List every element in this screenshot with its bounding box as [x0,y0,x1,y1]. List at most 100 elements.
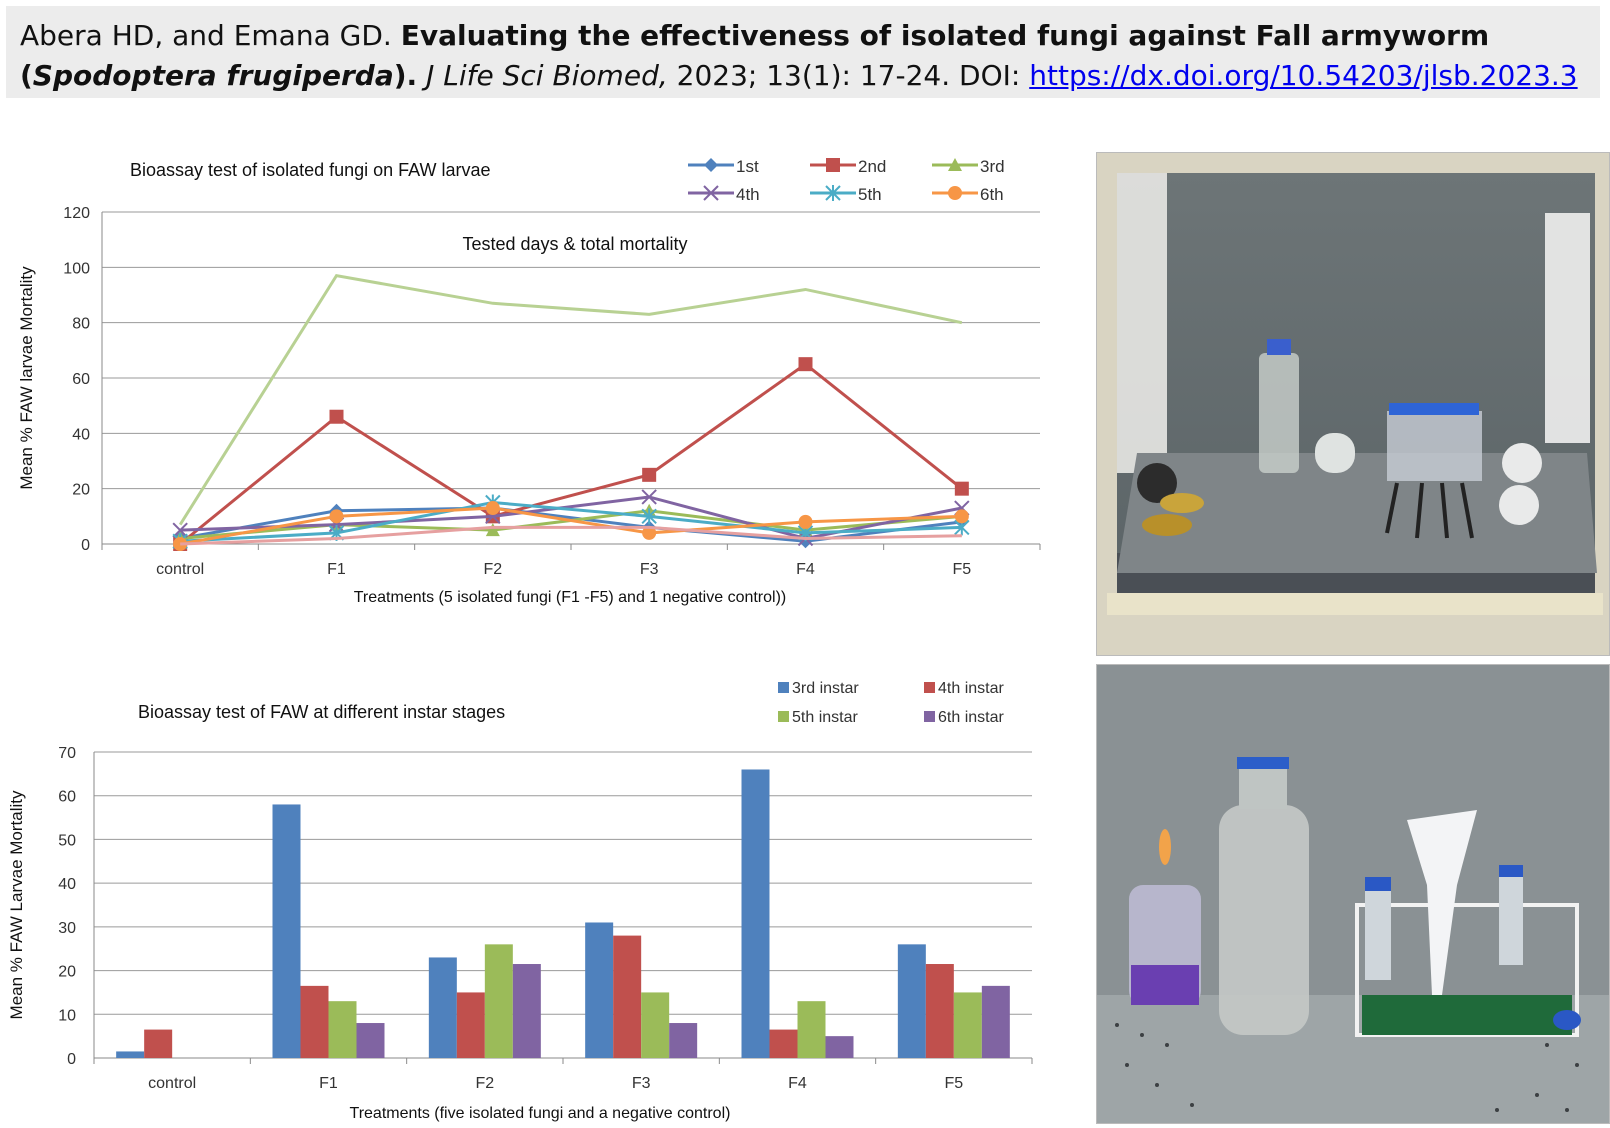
chart2-bar [585,922,614,1058]
bar-chart: Bioassay test of FAW at different instar… [7,680,1033,1122]
chart1-ytick-label: 80 [72,316,90,333]
chart1-point [642,467,657,482]
chart1-series-line [178,273,963,526]
chart1-xtick-label: F2 [483,561,502,578]
chart1-xtick-label: F3 [640,561,659,578]
chart1-ytick-label: 40 [72,426,90,443]
chart2-xtick-label: F4 [788,1075,807,1092]
legend-label: 6th [980,185,1004,204]
chart2-ytick-label: 10 [58,1007,76,1024]
legend-swatch-marker [704,158,718,172]
legend-swatch-marker [948,158,962,171]
chart1-point [329,409,344,424]
chart2-ytick-label: 50 [58,832,76,849]
chart1-legend-item: 6th [932,185,1004,204]
legend-label: 5th [858,185,882,204]
chart2-bar [328,1001,357,1058]
chart1-series-line [179,362,963,546]
chart1-ylabel: Mean % FAW larvae Mortality [17,266,36,490]
chart2-title: Bioassay test of FAW at different instar… [138,702,505,722]
chart1-series-line [179,506,962,546]
citation-title: Evaluating the effectiveness of isolated… [20,19,1490,92]
chart2-xtick-label: F1 [319,1075,338,1092]
chart2-bar [484,944,513,1058]
chart1-subtitle: Tested days & total mortality [462,234,687,254]
chart2-bar [897,944,926,1058]
chart2-series [356,964,1010,1058]
chart1-series [178,273,963,526]
chart2-ytick-label: 0 [67,1051,76,1068]
chart1-point [642,525,657,540]
legend-label: 6th instar [938,709,1004,726]
legend-swatch [778,682,789,693]
legend-swatch-marker [948,186,962,200]
chart1-legend-item: 1st [688,157,759,176]
citation-journal: J Life Sci Biomed, [417,59,668,92]
chart1-ytick-label: 0 [81,537,90,554]
chart1-ytick-label: 100 [63,260,90,277]
line-chart: Bioassay test of isolated fungi on FAW l… [17,157,1041,606]
chart2-legend-item: 6th instar [924,709,1004,726]
citation-authors: Abera HD, and Emana GD. [20,19,401,52]
chart2-bar [272,804,301,1058]
chart1-xtick-label: F4 [796,561,815,578]
chart2-bar [144,1029,173,1058]
chart1-legend-item: 4th [688,185,760,204]
chart2-legend-item: 4th instar [924,680,1004,697]
chart2-bar [641,992,670,1058]
legend-swatch [924,682,935,693]
chart1-xlabel: Treatments (5 isolated fungi (F1 -F5) an… [354,589,787,606]
legend-swatch [778,711,789,722]
chart2-xtick-label: control [148,1075,196,1092]
incubator-photo [1096,152,1610,656]
legend-label: 1st [736,157,759,176]
legend-label: 4th [736,185,760,204]
chart1-point [954,509,969,524]
chart2-legend-item: 3rd instar [778,680,859,697]
chart2-bar [116,1051,145,1058]
legend-label: 4th instar [938,680,1004,697]
chart1-ytick-label: 20 [72,482,90,499]
chart2-ylabel: Mean % FAW Larvae Mortality [7,790,26,1019]
citation-volume: 2023; 13(1): 17-24. DOI: [667,59,1030,92]
chart2-bar [356,1023,385,1058]
chart1-xtick-label: F1 [327,561,346,578]
chart2-series [328,944,982,1058]
chart2-bar [613,935,642,1058]
citation-header: Abera HD, and Emana GD. Evaluating the e… [6,6,1600,98]
chart1-series [180,525,962,546]
chart1-point [172,522,188,538]
chart1-xtick-label: F5 [952,561,971,578]
chart1-legend-item: 5th [810,185,882,204]
chart2-series [144,935,954,1058]
chart1-point [641,508,657,525]
legend-label: 5th instar [792,709,858,726]
chart2-xtick-label: F3 [632,1075,651,1092]
chart2-bar [741,769,770,1058]
chart1-point [641,489,657,505]
chart2-bar [981,985,1010,1058]
chart2-xlabel: Treatments (five isolated fungi and a ne… [350,1105,731,1122]
chart1-point [798,514,813,529]
chart1-series-line [180,525,962,546]
chart2-bar [300,985,329,1058]
legend-label: 3rd instar [792,680,859,697]
chart2-bar [925,964,954,1058]
legend-label: 2nd [858,157,886,176]
chart2-ytick-label: 40 [58,876,76,893]
chart1-point [798,357,813,372]
chart2-bar [456,992,485,1058]
lab-bench-photo [1096,664,1610,1124]
chart2-ytick-label: 60 [58,789,76,806]
doi-link[interactable]: https://dx.doi.org/10.54203/jlsb.2023.3 [1029,59,1578,92]
chart1-xtick-label: control [156,561,204,578]
chart2-bar [797,1001,826,1058]
chart2-ytick-label: 20 [58,964,76,981]
chart2-xtick-label: F5 [944,1075,963,1092]
chart2-series [116,769,926,1058]
legend-swatch-marker [703,185,719,201]
citation-species: Spodoptera frugiperda [32,59,394,92]
legend-label: 3rd [980,157,1005,176]
chart2-ytick-label: 70 [58,745,76,762]
chart1-series-line [180,500,962,543]
